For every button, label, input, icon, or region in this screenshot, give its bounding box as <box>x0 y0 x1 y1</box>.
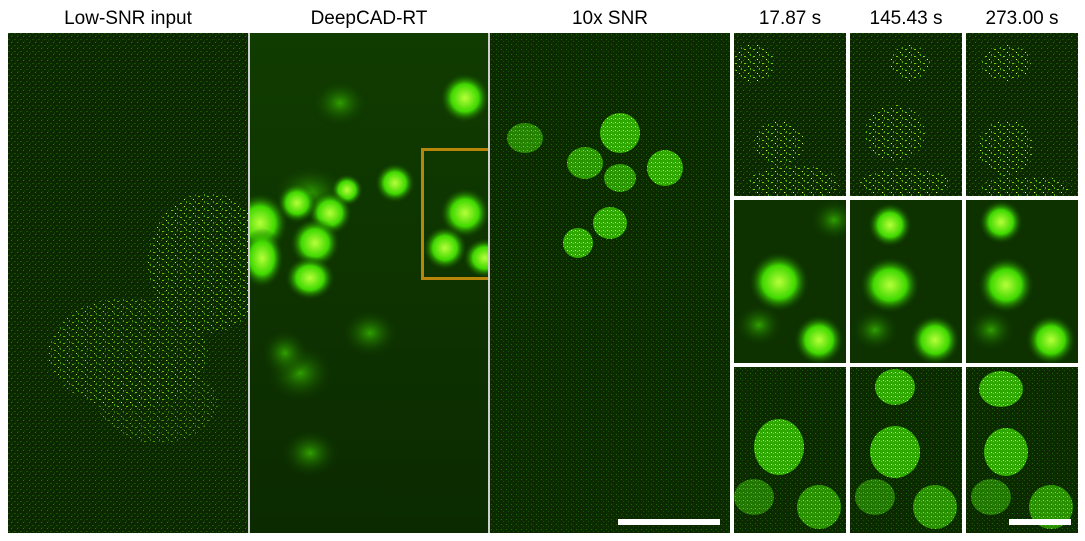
time-label-3: 273.00 s <box>985 8 1059 29</box>
zoom-raw-t2 <box>850 33 962 196</box>
separator-2 <box>488 33 490 533</box>
low-snr-image <box>8 33 248 533</box>
zoom-deepcad-t1 <box>734 200 846 363</box>
low-snr-input-title: Low-SNR input <box>64 8 192 29</box>
separator-1 <box>248 33 250 533</box>
scale-bar-zoom <box>1009 519 1071 525</box>
ten-x-snr-title: 10x SNR <box>571 8 649 29</box>
ten-x-snr-image <box>490 33 730 533</box>
zoom-deepcad-t3 <box>966 200 1078 363</box>
time-label-1: 17.87 s <box>758 8 822 29</box>
zoom-10x-t1 <box>734 367 846 533</box>
zoom-raw-t3 <box>966 33 1078 196</box>
deepcad-rt-title: DeepCAD-RT <box>310 8 428 29</box>
deepcad-rt-image <box>250 33 488 533</box>
zoom-10x-t3 <box>966 367 1078 533</box>
time-label-2: 145.43 s <box>869 8 943 29</box>
zoom-10x-t2 <box>850 367 962 533</box>
scale-bar-main <box>618 519 720 525</box>
zoom-raw-t1 <box>734 33 846 196</box>
zoom-deepcad-t2 <box>850 200 962 363</box>
